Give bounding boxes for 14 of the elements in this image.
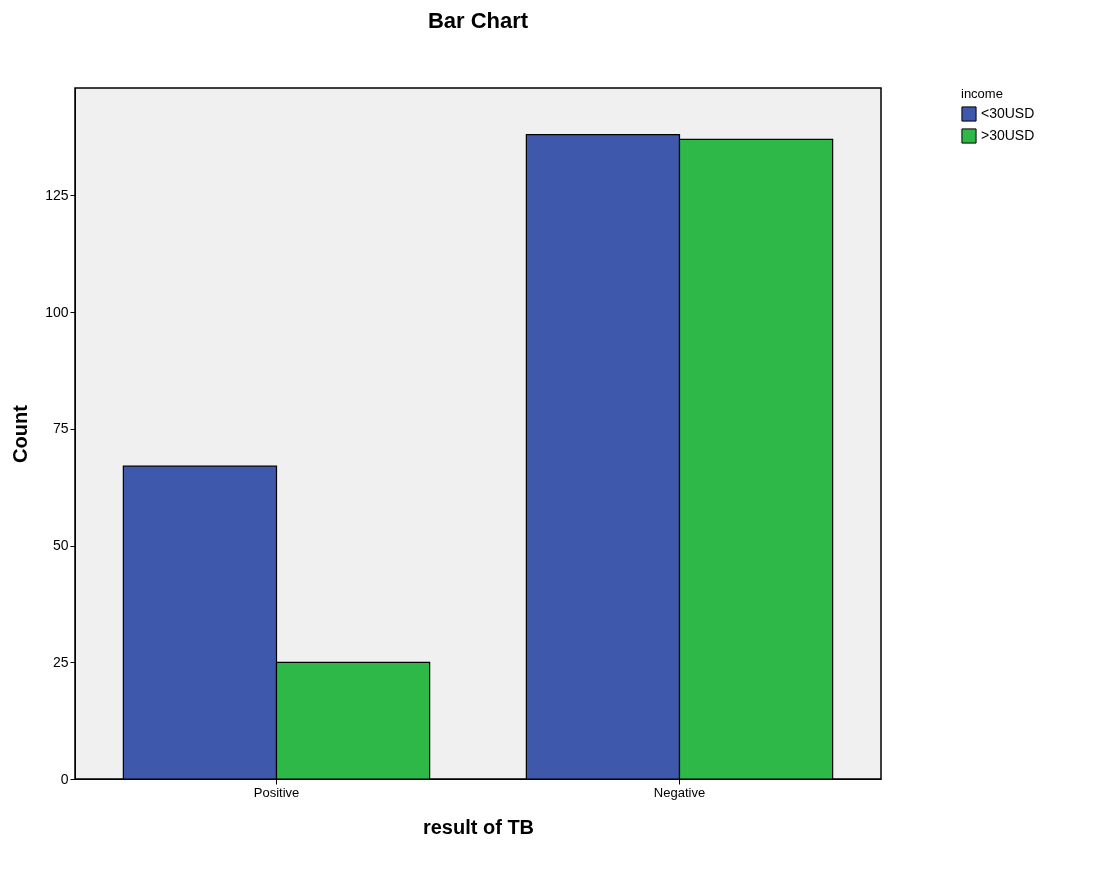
legend-label: <30USD — [981, 105, 1035, 121]
y-tick-label: 125 — [45, 186, 69, 203]
y-tick-label: 0 — [60, 770, 69, 787]
y-tick-label: 25 — [52, 653, 69, 670]
legend-title: income — [961, 86, 1003, 101]
x-tick-label: Negative — [653, 784, 706, 800]
y-tick-label: 75 — [52, 420, 69, 437]
y-axis-title: Count — [9, 404, 32, 463]
chart-title: Bar Chart — [427, 8, 529, 33]
y-tick-label: 50 — [52, 537, 69, 554]
y-tick-label: 100 — [45, 303, 69, 320]
x-axis-title: result of TB — [422, 815, 535, 838]
legend-label: >30USD — [981, 127, 1035, 143]
x-tick-label: Positive — [253, 784, 300, 800]
